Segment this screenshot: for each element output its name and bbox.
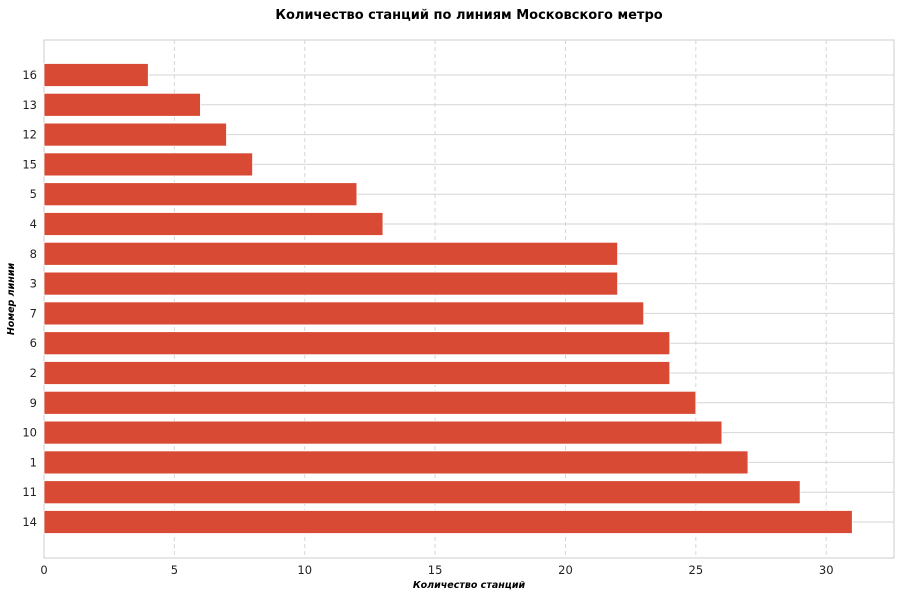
x-tick-labels: 0 5 10 15 20 25 30 <box>40 563 833 577</box>
y-tick-label: 16 <box>22 68 37 82</box>
x-tick-label: 15 <box>428 563 443 577</box>
bar-line-12 <box>43 122 227 147</box>
y-tick-label: 12 <box>22 128 37 142</box>
bar-line-3 <box>43 271 619 296</box>
bar-line-2 <box>43 361 671 385</box>
x-tick-label: 20 <box>558 563 573 577</box>
bar-line-8 <box>43 241 619 266</box>
x-tick-label: 25 <box>689 563 704 577</box>
x-tick-label: 30 <box>819 563 834 577</box>
x-tick-label: 5 <box>171 563 178 577</box>
x-axis-label: Количество станций <box>413 580 526 591</box>
y-tick-label: 13 <box>22 98 37 112</box>
y-tick-label: 6 <box>30 336 37 350</box>
y-tick-label: 4 <box>30 217 37 231</box>
bars-layer <box>43 63 853 534</box>
y-tick-label: 11 <box>22 485 37 499</box>
y-tick-label: 1 <box>30 455 37 469</box>
y-tick-label: 8 <box>30 247 37 261</box>
bar-line-9 <box>43 390 697 415</box>
y-tick-label: 10 <box>22 426 37 440</box>
bar-line-15 <box>43 152 253 177</box>
bar-line-5 <box>43 182 358 207</box>
bar-line-14 <box>43 510 853 534</box>
y-tick-label: 5 <box>30 187 37 201</box>
y-tick-label: 9 <box>30 396 37 410</box>
bar-line-16 <box>43 63 149 87</box>
bar-line-13 <box>43 92 201 117</box>
chart-title: Количество станций по линиям Московского… <box>275 8 662 23</box>
bar-line-10 <box>43 420 723 445</box>
bar-line-4 <box>43 212 384 236</box>
bar-line-1 <box>43 450 749 475</box>
y-tick-label: 14 <box>22 515 37 529</box>
bar-line-11 <box>43 480 801 505</box>
bar-line-7 <box>43 301 645 326</box>
bar-line-6 <box>43 331 671 356</box>
y-tick-label: 15 <box>22 157 37 171</box>
x-tick-label: 10 <box>297 563 312 577</box>
y-tick-label: 7 <box>30 306 37 320</box>
y-axis-label: Номер линии <box>6 263 17 336</box>
x-tick-label: 0 <box>40 563 47 577</box>
y-tick-label: 3 <box>30 277 37 291</box>
y-tick-label: 2 <box>30 366 37 380</box>
plot-frame <box>43 39 895 559</box>
